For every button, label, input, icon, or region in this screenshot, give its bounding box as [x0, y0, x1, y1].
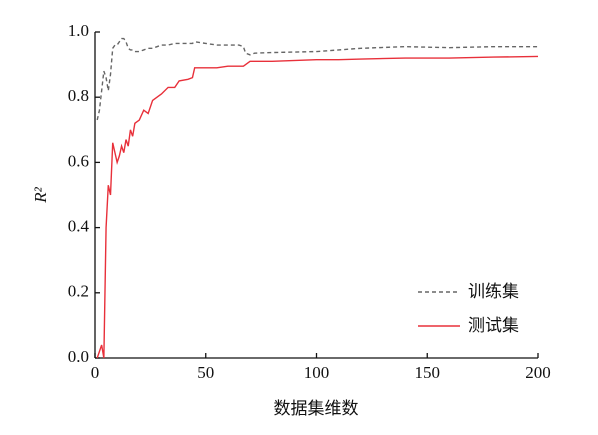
- y-tick-label: 0.6: [68, 151, 89, 170]
- x-tick-label: 200: [525, 363, 551, 382]
- legend-label: 训练集: [468, 282, 519, 302]
- y-tick-label: 0.2: [68, 282, 89, 301]
- series-line: [96, 37, 538, 121]
- x-tick-label: 150: [415, 363, 441, 382]
- y-tick-label: 0.0: [68, 347, 89, 366]
- series-line: [96, 55, 539, 359]
- x-tick-label: 0: [91, 363, 100, 382]
- x-tick-label: 50: [197, 363, 214, 382]
- x-tick-label: 100: [304, 363, 330, 382]
- y-axis-label: R²: [31, 186, 50, 203]
- x-axis-label: 数据集维数: [274, 399, 359, 418]
- y-tick-label: 1.0: [68, 21, 89, 40]
- y-tick-label: 0.4: [68, 217, 90, 236]
- y-tick-label: 0.8: [68, 86, 89, 105]
- legend-label: 测试集: [468, 316, 519, 336]
